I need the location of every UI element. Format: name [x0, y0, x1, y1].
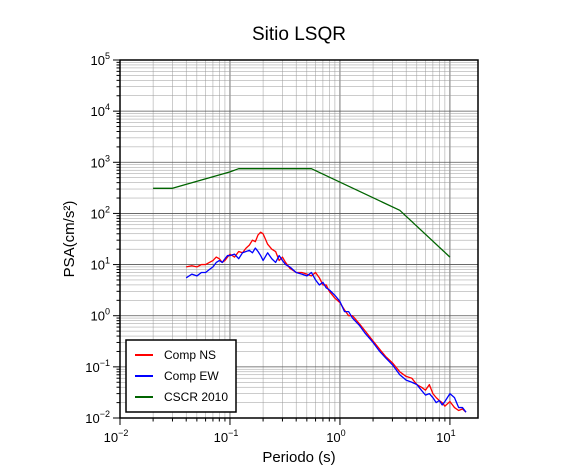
data-curves — [153, 168, 467, 413]
y-tick-label: 10−2 — [85, 409, 110, 426]
x-tick-label: 10−1 — [214, 428, 239, 445]
y-tick-label: 103 — [91, 153, 110, 170]
x-tick-labels: 10−2 10−1 100 101 — [104, 428, 456, 445]
x-tick-label: 10−2 — [104, 428, 129, 445]
y-axis-title: PSA(cm/s²) — [61, 201, 78, 278]
plot-frame — [119, 59, 479, 419]
x-tick-label: 101 — [436, 428, 455, 445]
y-tick-label: 102 — [91, 204, 110, 221]
y-tick-label: 100 — [91, 307, 110, 324]
x-axis-title: Periodo (s) — [262, 449, 335, 466]
y-tick-label: 104 — [91, 102, 110, 119]
series-line-comp-ns — [186, 231, 467, 413]
y-tick-label: 101 — [91, 256, 110, 273]
y-tick-label: 10−1 — [85, 358, 110, 375]
legend-label: Comp EW — [164, 369, 219, 383]
legend: Comp NS Comp EW CSCR 2010 — [125, 339, 237, 413]
axis-ticks — [113, 59, 451, 425]
legend-label: CSCR 2010 — [164, 390, 228, 404]
x-tick-label: 100 — [326, 428, 345, 445]
series-line-comp-ew — [185, 247, 467, 413]
legend-label: Comp NS — [164, 348, 216, 362]
series-line-cscr-2010 — [153, 168, 451, 258]
chart-title: Sitio LSQR — [252, 24, 346, 45]
y-tick-label: 105 — [91, 51, 110, 68]
y-tick-labels: 10−2 10−1 100 101 102 103 104 105 — [85, 51, 110, 426]
